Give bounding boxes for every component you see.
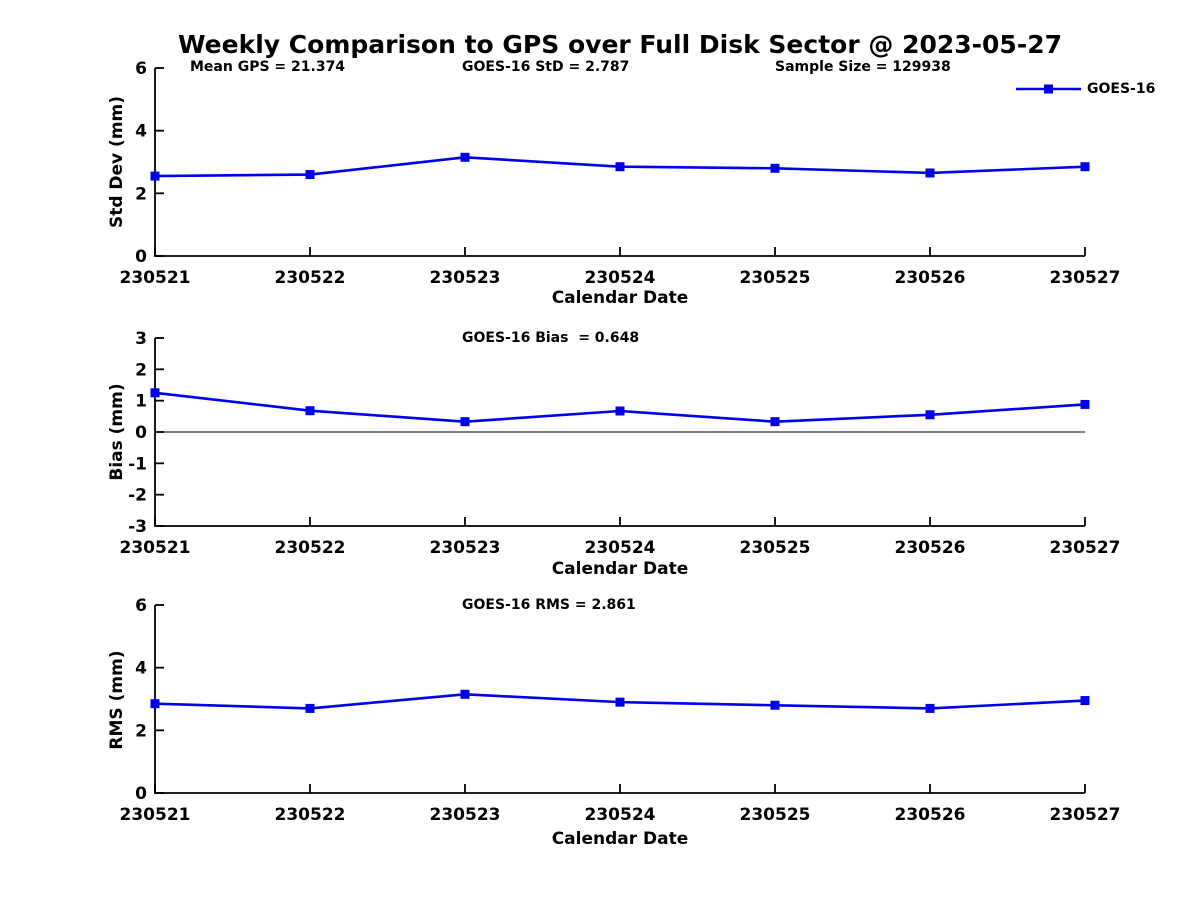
x-tick-label: 230525 xyxy=(740,538,811,558)
data-point-marker xyxy=(615,697,625,707)
y-tick-label: -1 xyxy=(128,454,147,474)
y-tick-label: 0 xyxy=(135,247,147,267)
data-point-marker xyxy=(150,171,160,181)
x-tick-label: 230527 xyxy=(1050,268,1121,288)
x-tick-label: 230523 xyxy=(430,268,501,288)
data-point-marker xyxy=(770,163,780,173)
x-tick-label: 230521 xyxy=(120,268,191,288)
y-tick-label: -3 xyxy=(128,517,147,537)
x-axis-label-middle: Calendar Date xyxy=(551,559,689,579)
y-axis-label-std-dev: Std Dev (mm) xyxy=(107,95,127,229)
y-tick-label: 2 xyxy=(135,721,147,741)
x-tick-label: 230522 xyxy=(275,805,346,825)
y-tick-label: 2 xyxy=(135,184,147,204)
x-tick-label: 230525 xyxy=(740,268,811,288)
data-point-marker xyxy=(770,700,780,710)
y-axis-label-rms: RMS (mm) xyxy=(107,650,127,750)
y-tick-label: 0 xyxy=(135,423,147,443)
x-tick-label: 230522 xyxy=(275,538,346,558)
data-point-marker xyxy=(1080,696,1090,706)
data-point-marker xyxy=(615,406,625,416)
annotation-sample-size: Sample Size = 129938 xyxy=(775,59,951,75)
data-point-marker xyxy=(1080,399,1090,409)
x-tick-label: 230526 xyxy=(895,538,966,558)
x-tick-label: 230527 xyxy=(1050,538,1121,558)
data-point-marker xyxy=(460,417,470,427)
y-tick-label: 6 xyxy=(135,596,147,616)
y-tick-label: 0 xyxy=(135,784,147,804)
data-point-marker xyxy=(770,417,780,427)
x-tick-label: 230523 xyxy=(430,805,501,825)
data-point-marker xyxy=(925,410,935,420)
data-point-marker xyxy=(305,170,315,180)
data-point-marker xyxy=(150,388,160,398)
x-tick-label: 230523 xyxy=(430,538,501,558)
legend-marker xyxy=(1044,84,1053,94)
x-tick-label: 230526 xyxy=(895,268,966,288)
annotation-goes16-std: GOES-16 StD = 2.787 xyxy=(462,59,630,75)
data-point-marker xyxy=(615,162,625,172)
y-tick-label: 4 xyxy=(135,659,147,679)
x-axis-label-bottom: Calendar Date xyxy=(551,829,689,849)
y-tick-label: -2 xyxy=(128,486,147,506)
data-point-marker xyxy=(460,152,470,162)
annotation-goes16-bias: GOES-16 Bias = 0.648 xyxy=(462,330,640,346)
x-tick-label: 230524 xyxy=(585,805,656,825)
y-tick-label: 2 xyxy=(135,360,147,380)
data-point-marker xyxy=(460,689,470,699)
x-tick-label: 230525 xyxy=(740,805,811,825)
data-point-marker xyxy=(925,703,935,713)
y-axis-label-bias: Bias (mm) xyxy=(107,383,127,481)
x-tick-label: 230522 xyxy=(275,268,346,288)
data-point-marker xyxy=(1080,162,1090,172)
annotation-goes16-rms: GOES-16 RMS = 2.861 xyxy=(462,597,636,613)
x-axis-label-top: Calendar Date xyxy=(551,288,689,308)
y-tick-label: 1 xyxy=(135,392,147,412)
annotation-mean-gps: Mean GPS = 21.374 xyxy=(190,59,346,75)
data-point-marker xyxy=(925,168,935,178)
data-point-marker xyxy=(305,703,315,713)
data-point-marker xyxy=(305,406,315,416)
x-tick-label: 230526 xyxy=(895,805,966,825)
legend-label-goes16: GOES-16 xyxy=(1087,81,1156,97)
y-tick-label: 4 xyxy=(135,122,147,142)
chart-title: Weekly Comparison to GPS over Full Disk … xyxy=(178,30,1062,59)
x-tick-label: 230521 xyxy=(120,805,191,825)
x-tick-label: 230527 xyxy=(1050,805,1121,825)
data-point-marker xyxy=(150,699,160,709)
y-tick-label: 3 xyxy=(135,329,147,349)
y-tick-label: 6 xyxy=(135,59,147,79)
x-tick-label: 230521 xyxy=(120,538,191,558)
x-tick-label: 230524 xyxy=(585,268,656,288)
x-tick-label: 230524 xyxy=(585,538,656,558)
